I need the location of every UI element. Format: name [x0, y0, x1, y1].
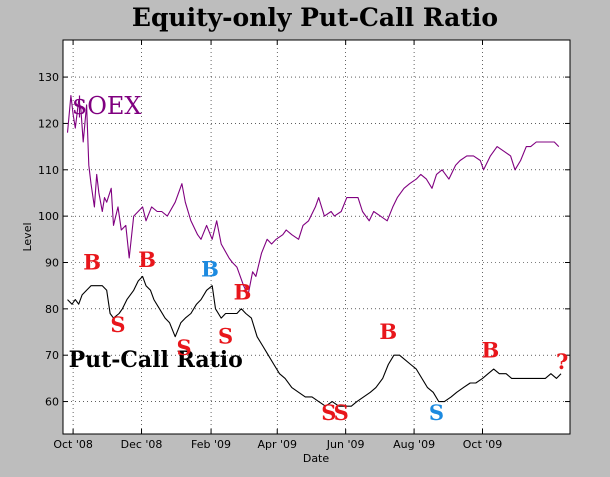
y-tick-label: 60 — [45, 396, 59, 409]
y-axis-label: Level — [21, 222, 34, 251]
chart-title: Equity-only Put-Call Ratio — [132, 3, 498, 32]
series-label: $OEX — [72, 92, 142, 120]
y-tick-label: 120 — [38, 117, 59, 130]
series-lines — [66, 95, 562, 407]
x-tick-label: Apr '09 — [257, 438, 297, 451]
sell-signal-label: S — [334, 400, 349, 425]
plot-area — [62, 39, 571, 435]
y-tick-label: 130 — [38, 71, 59, 84]
y-tick-label: 80 — [45, 303, 59, 316]
x-tick-label: Oct '08 — [53, 438, 93, 451]
y-tick-label: 90 — [45, 256, 59, 269]
buy-signal-label: B — [201, 256, 219, 281]
series-line-oex — [66, 95, 560, 296]
x-axis: Oct '08 Dec '08 Feb '09 Apr '09 Jun '09 Aug '… — [53, 40, 502, 451]
y-axis: 60 70 80 90 100 110 120 130 — [38, 71, 570, 409]
sell-signal-label: S — [429, 400, 444, 425]
y-tick-label: 100 — [38, 210, 59, 223]
x-tick-label: Jun '09 — [326, 438, 365, 451]
question-mark-label: ? — [556, 349, 568, 374]
series-labels: $OEX Put-Call Ratio — [69, 92, 243, 373]
y-tick-label: 70 — [45, 349, 59, 362]
buy-signal-label: B — [83, 249, 101, 274]
buy-signal-label: B — [481, 338, 499, 363]
series-line-put-call-ratio — [67, 275, 562, 407]
x-tick-label: Dec '08 — [121, 438, 163, 451]
x-tick-label: Oct '09 — [463, 438, 503, 451]
buy-signal-label: B — [234, 280, 252, 305]
sell-signal-label: S — [110, 312, 125, 337]
x-tick-label: Aug '09 — [393, 438, 435, 451]
x-tick-label: Feb '09 — [191, 438, 231, 451]
sell-signal-label: S — [177, 335, 192, 360]
buy-signal-label: B — [379, 319, 397, 344]
x-axis-label: Date — [303, 452, 330, 465]
series-label: Put-Call Ratio — [69, 347, 243, 373]
buy-signal-label: B — [138, 247, 156, 272]
sell-signal-label: S — [218, 324, 233, 349]
sell-signal-label: S — [321, 400, 336, 425]
y-tick-label: 110 — [38, 164, 59, 177]
